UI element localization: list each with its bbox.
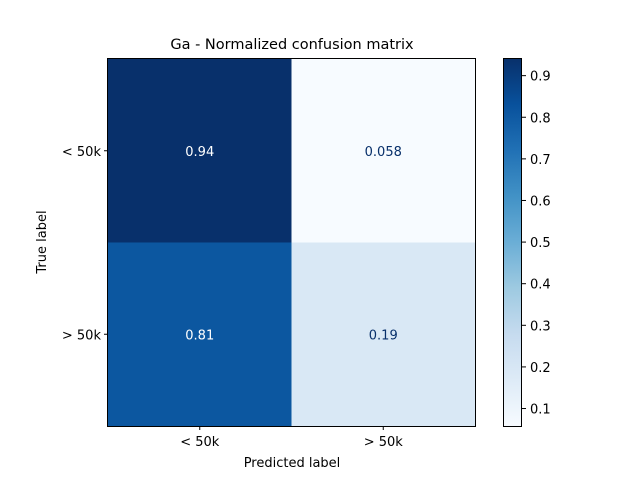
x-tick-label: > 50k — [364, 435, 404, 450]
matrix-cells: 0.94 0.058 0.81 0.19 — [108, 59, 476, 427]
colorbar-tick-label: 0.3 — [530, 319, 551, 334]
colorbar-ticks: 0.1 0.2 0.3 0.4 0.5 0.6 0.7 0.8 0.9 — [522, 70, 551, 418]
cell-value-label: 0.81 — [185, 328, 214, 343]
matrix-cell — [291, 59, 476, 243]
colorbar-tick-label: 0.1 — [530, 403, 551, 418]
cell-value-label: 0.058 — [365, 145, 402, 160]
colorbar-tick-label: 0.7 — [530, 153, 551, 168]
colorbar-tick-label: 0.4 — [530, 278, 551, 293]
colorbar-tick-label: 0.8 — [530, 111, 551, 126]
colorbar-tick-label: 0.5 — [530, 236, 551, 251]
cell-value-label: 0.19 — [369, 328, 398, 343]
y-axis-label: True label — [35, 210, 50, 274]
cell-value-label: 0.94 — [185, 145, 214, 160]
x-tick-label: < 50k — [180, 435, 220, 450]
colorbar-tick-label: 0.6 — [530, 194, 551, 209]
colorbar-tick-label: 0.2 — [530, 361, 551, 376]
y-tick-label: > 50k — [62, 328, 102, 343]
matrix-cell — [108, 59, 292, 243]
chart-title: Ga - Normalized confusion matrix — [170, 37, 414, 53]
colorbar-tick-label: 0.9 — [530, 70, 551, 85]
matrix-cell — [291, 242, 476, 427]
x-axis-ticks: < 50k > 50k — [180, 426, 403, 450]
y-tick-label: < 50k — [62, 145, 102, 160]
plot-frame — [107, 58, 476, 427]
matrix-cell — [108, 242, 292, 427]
x-axis-label: Predicted label — [244, 456, 341, 471]
y-axis-ticks: < 50k > 50k — [62, 145, 108, 343]
colorbar — [503, 58, 522, 427]
